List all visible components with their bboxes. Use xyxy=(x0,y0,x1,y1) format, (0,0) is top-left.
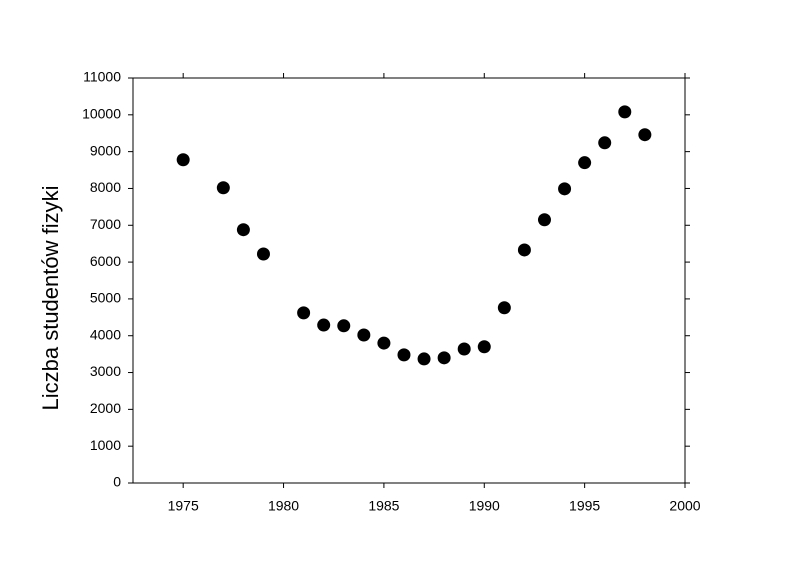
point xyxy=(216,181,230,195)
y-tick-label: 10000 xyxy=(82,106,121,122)
point xyxy=(317,318,331,332)
point xyxy=(377,336,391,350)
point xyxy=(457,342,471,356)
y-tick-label: 8000 xyxy=(90,179,121,195)
point xyxy=(236,223,250,237)
point xyxy=(517,243,531,257)
point xyxy=(537,213,551,227)
point xyxy=(497,301,511,315)
y-tick-label: 4000 xyxy=(90,326,121,342)
point xyxy=(578,156,592,170)
x-tick-label: 1980 xyxy=(268,498,299,514)
point xyxy=(357,328,371,342)
y-tick-label: 2000 xyxy=(90,400,121,416)
x-tick-label: 1975 xyxy=(168,498,199,514)
y-axis-label: Liczba studentów fizyki xyxy=(38,186,63,411)
y-tick-label: 9000 xyxy=(90,142,121,158)
y-tick-label: 6000 xyxy=(90,253,121,269)
x-tick-label: 1990 xyxy=(469,498,500,514)
point xyxy=(337,319,351,333)
x-tick-label: 1985 xyxy=(368,498,399,514)
point xyxy=(437,351,451,365)
point xyxy=(558,182,572,196)
point xyxy=(598,136,612,150)
point xyxy=(417,352,431,366)
y-tick-label: 0 xyxy=(113,474,121,490)
y-tick-label: 3000 xyxy=(90,363,121,379)
point xyxy=(176,153,190,167)
y-tick-label: 11000 xyxy=(83,69,121,85)
y-tick-label: 7000 xyxy=(90,216,121,232)
x-tick-label: 1995 xyxy=(569,498,600,514)
plot-frame xyxy=(132,77,686,484)
x-tick-label: 2000 xyxy=(669,498,700,514)
point xyxy=(397,348,411,362)
point xyxy=(256,247,270,261)
point xyxy=(477,340,491,354)
point xyxy=(618,105,632,119)
y-tick-label: 5000 xyxy=(90,290,121,306)
y-tick-label: 1000 xyxy=(90,437,121,453)
point xyxy=(638,128,652,142)
point xyxy=(297,306,311,320)
